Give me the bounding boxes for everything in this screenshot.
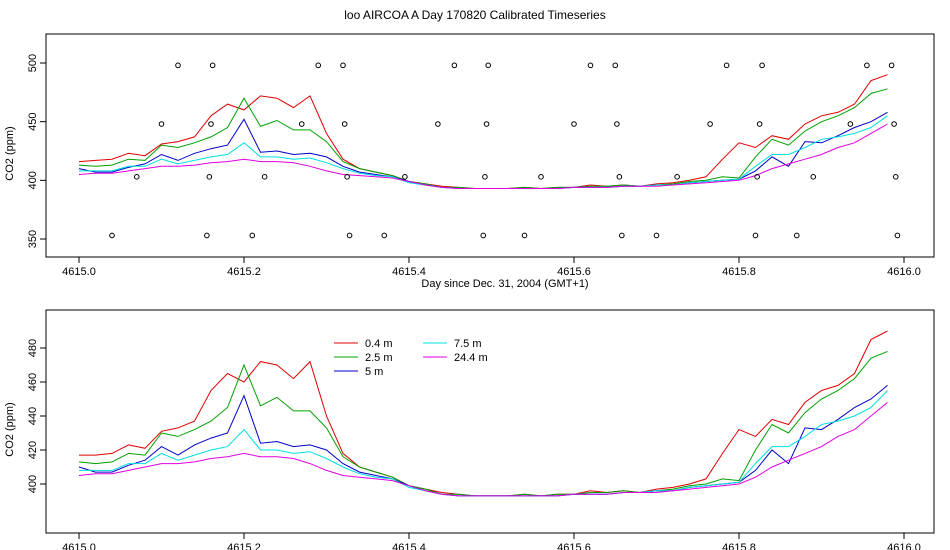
series-line-24-4-m <box>78 123 888 189</box>
series-line-2-5-m <box>78 350 888 497</box>
x-tick-label: 4615.6 <box>557 266 591 278</box>
plot-frame <box>45 309 935 534</box>
data-point <box>158 121 165 127</box>
legend-label: 7.5 m <box>454 338 482 350</box>
data-point <box>402 174 408 180</box>
y-tick-label: 350 <box>27 230 39 248</box>
data-point <box>894 232 901 239</box>
y-axis-title: CO2 (ppm) <box>4 126 16 180</box>
series-line-7-5-m <box>79 390 888 497</box>
data-point <box>759 62 765 69</box>
data-point <box>793 232 800 239</box>
legend-label: 5 m <box>365 366 383 378</box>
legend-label: 2.5 m <box>365 352 393 364</box>
data-point <box>707 121 713 127</box>
data-point <box>344 174 350 180</box>
y-tick-label: 420 <box>27 441 39 459</box>
x-tick-label: 4615.6 <box>557 542 591 550</box>
data-point <box>587 62 594 69</box>
data-point <box>612 62 619 69</box>
x-tick-label: 4615.2 <box>227 542 261 550</box>
bottom-panel: 4615.0 4615.2 4615.4 4615.6 4615.8 4616.0 400 4… <box>4 309 935 550</box>
data-point <box>206 174 213 180</box>
data-point <box>315 62 322 69</box>
y-tick-label: 400 <box>27 171 39 189</box>
series-line-24-4-m <box>78 402 888 497</box>
plot-frame <box>45 33 935 258</box>
y-axis-title: CO2 (ppm) <box>4 402 16 456</box>
data-point <box>485 62 492 69</box>
y-tick-label: 450 <box>27 112 39 130</box>
data-point <box>891 121 897 127</box>
data-point <box>209 62 216 69</box>
data-point <box>571 121 577 127</box>
data-point <box>619 232 625 239</box>
data-point <box>892 174 899 180</box>
y-tick-label: 400 <box>27 475 39 493</box>
data-point <box>752 232 759 239</box>
y-tick-label: 480 <box>27 339 39 357</box>
legend-label: 24.4 m <box>454 352 488 364</box>
data-point <box>864 62 870 69</box>
x-tick-label: 4615.4 <box>392 542 426 550</box>
data-point <box>341 121 348 127</box>
data-point <box>847 121 854 127</box>
x-tick-label: 4615.8 <box>722 542 756 550</box>
data-point <box>754 174 760 180</box>
x-tick-label: 4616.0 <box>887 542 921 550</box>
series-line-5-m <box>78 385 888 497</box>
x-tick-label: 4615.0 <box>62 266 96 278</box>
x-tick-label: 4615.0 <box>62 542 96 550</box>
data-point <box>204 232 210 239</box>
data-point <box>451 62 458 69</box>
series-line-5-m <box>78 111 888 189</box>
data-point <box>653 232 660 239</box>
data-point <box>674 174 680 180</box>
data-point <box>480 232 487 239</box>
x-tick-label: 4616.0 <box>887 266 921 278</box>
x-tick-label: 4615.8 <box>722 266 756 278</box>
y-tick-label: 460 <box>27 373 39 391</box>
data-point <box>261 174 268 180</box>
y-tick-label: 440 <box>27 407 39 425</box>
data-point <box>340 62 346 69</box>
data-point <box>298 121 305 127</box>
data-point <box>208 121 214 127</box>
x-tick-label: 4615.2 <box>227 266 261 278</box>
data-point <box>133 174 140 180</box>
y-tick-label: 500 <box>27 54 39 72</box>
data-point <box>614 121 620 127</box>
data-point <box>810 174 817 180</box>
data-point <box>381 232 388 239</box>
data-point <box>521 232 528 239</box>
data-point <box>723 62 730 69</box>
data-point <box>483 121 490 127</box>
data-point <box>175 62 181 69</box>
data-point <box>435 121 441 127</box>
data-point <box>888 62 895 69</box>
data-point <box>482 174 488 180</box>
data-point <box>249 232 256 239</box>
data-point <box>109 232 115 239</box>
series-line-2-5-m <box>78 88 888 190</box>
data-point <box>346 232 353 239</box>
chart-title: loo AIRCOA A Day 170820 Calibrated Times… <box>344 8 606 22</box>
legend-label: 0.4 m <box>365 338 393 350</box>
data-point <box>616 174 623 180</box>
data-point <box>756 121 763 127</box>
x-axis-title: Day since Dec. 31, 2004 (GMT+1) <box>421 278 588 290</box>
data-point <box>538 174 544 180</box>
x-tick-label: 4615.4 <box>392 266 426 278</box>
top-panel: 4615.0 4615.2 4615.4 4615.6 4615.8 4616.0 350 4… <box>4 33 935 290</box>
